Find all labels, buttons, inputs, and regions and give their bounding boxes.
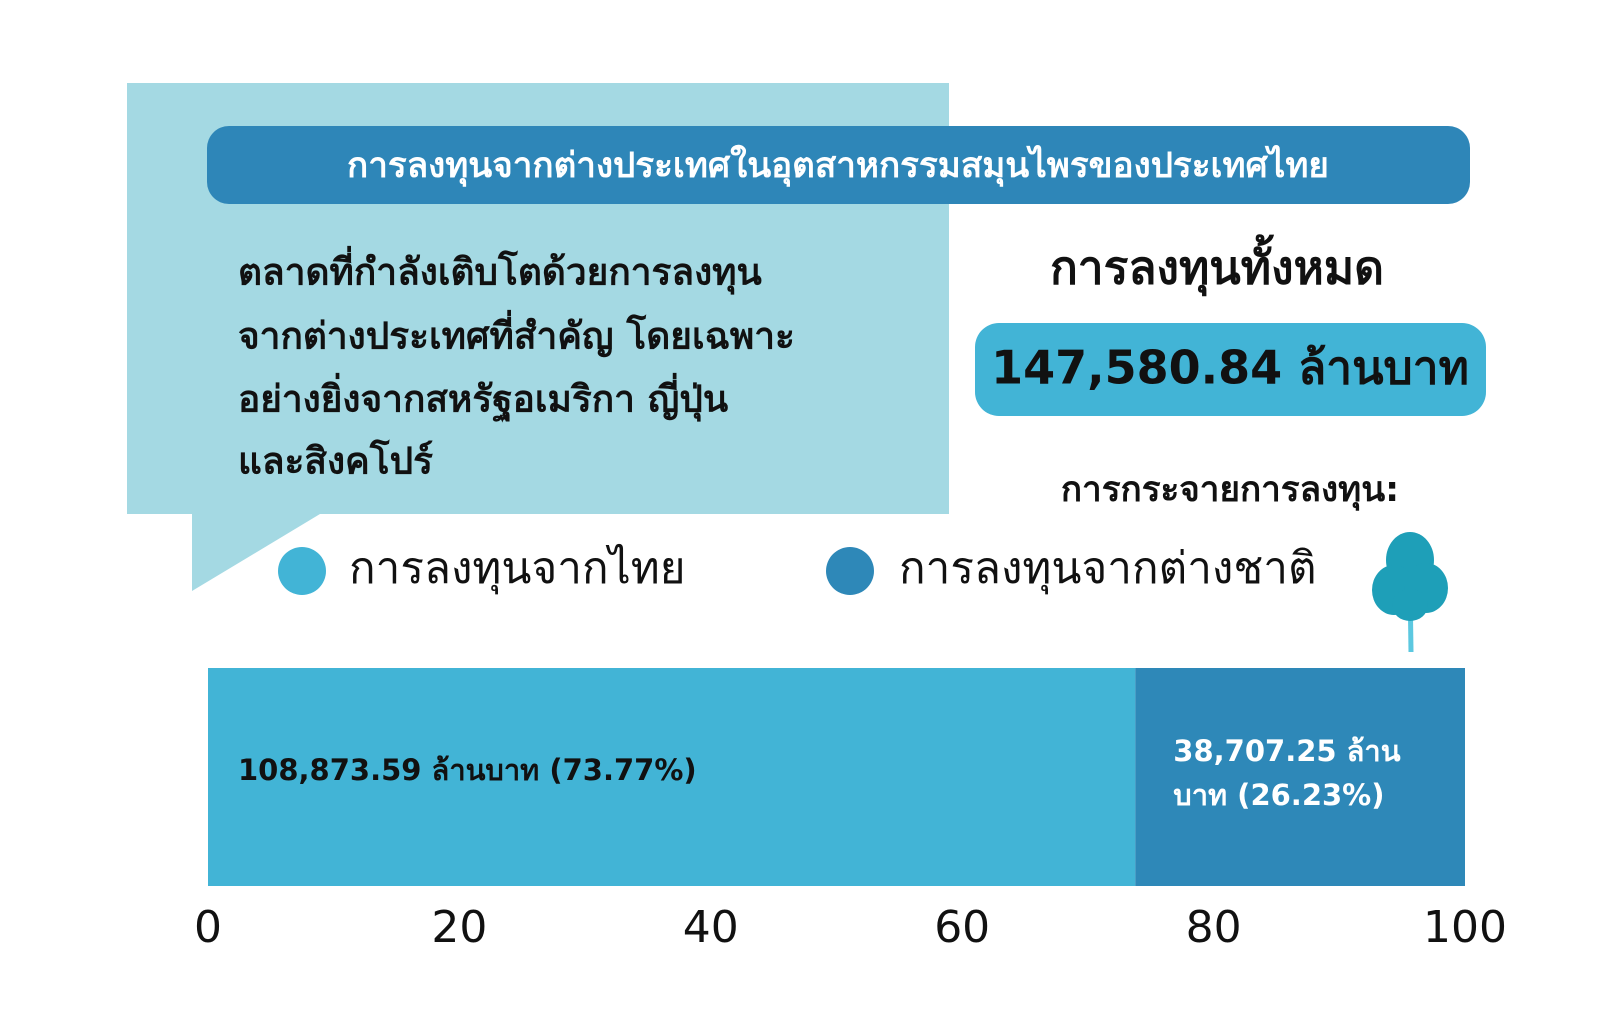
bar-segment [1135, 668, 1465, 886]
x-tick-label: 40 [683, 902, 739, 953]
x-tick-label: 60 [934, 902, 990, 953]
x-tick-label: 0 [194, 902, 222, 953]
data-label: 38,707.25 ล้านบาท (26.23%) [1173, 734, 1401, 812]
description-line: และสิงคโปร์ [238, 439, 433, 483]
legend-swatch [278, 547, 326, 595]
x-tick-label: 20 [431, 902, 487, 953]
legend-label: การลงทุนจากไทย [349, 543, 686, 595]
x-tick-label: 80 [1186, 902, 1242, 953]
chart-title: การลงทุนจากต่างประเทศในอุตสาหกรรมสมุนไพร… [347, 144, 1329, 187]
total-pill [975, 323, 1486, 416]
total-value: 147,580.84 ล้านบาท [991, 341, 1469, 395]
title-pill [207, 126, 1470, 204]
bar-segment [208, 668, 1136, 886]
distribution-heading: การกระจายการลงทุน: [1061, 470, 1399, 511]
data-label: 108,873.59 ล้านบาท (73.77%) [238, 753, 697, 787]
legend-swatch [826, 547, 874, 595]
total-heading: การลงทุนทั้งหมด [1050, 234, 1384, 297]
callout-tail [192, 514, 320, 591]
description-line: ตลาดที่กำลังเติบโตด้วยการลงทุน [238, 246, 762, 296]
x-tick-label: 100 [1423, 902, 1507, 953]
description-line: อย่างยิ่งจากสหรัฐอเมริกา ญี่ปุ่น [238, 373, 728, 423]
description-line: จากต่างประเทศที่สำคัญ โดยเฉพาะ [238, 310, 795, 358]
legend-label: การลงทุนจากต่างชาติ [899, 543, 1317, 595]
tree-icon [1372, 532, 1448, 653]
